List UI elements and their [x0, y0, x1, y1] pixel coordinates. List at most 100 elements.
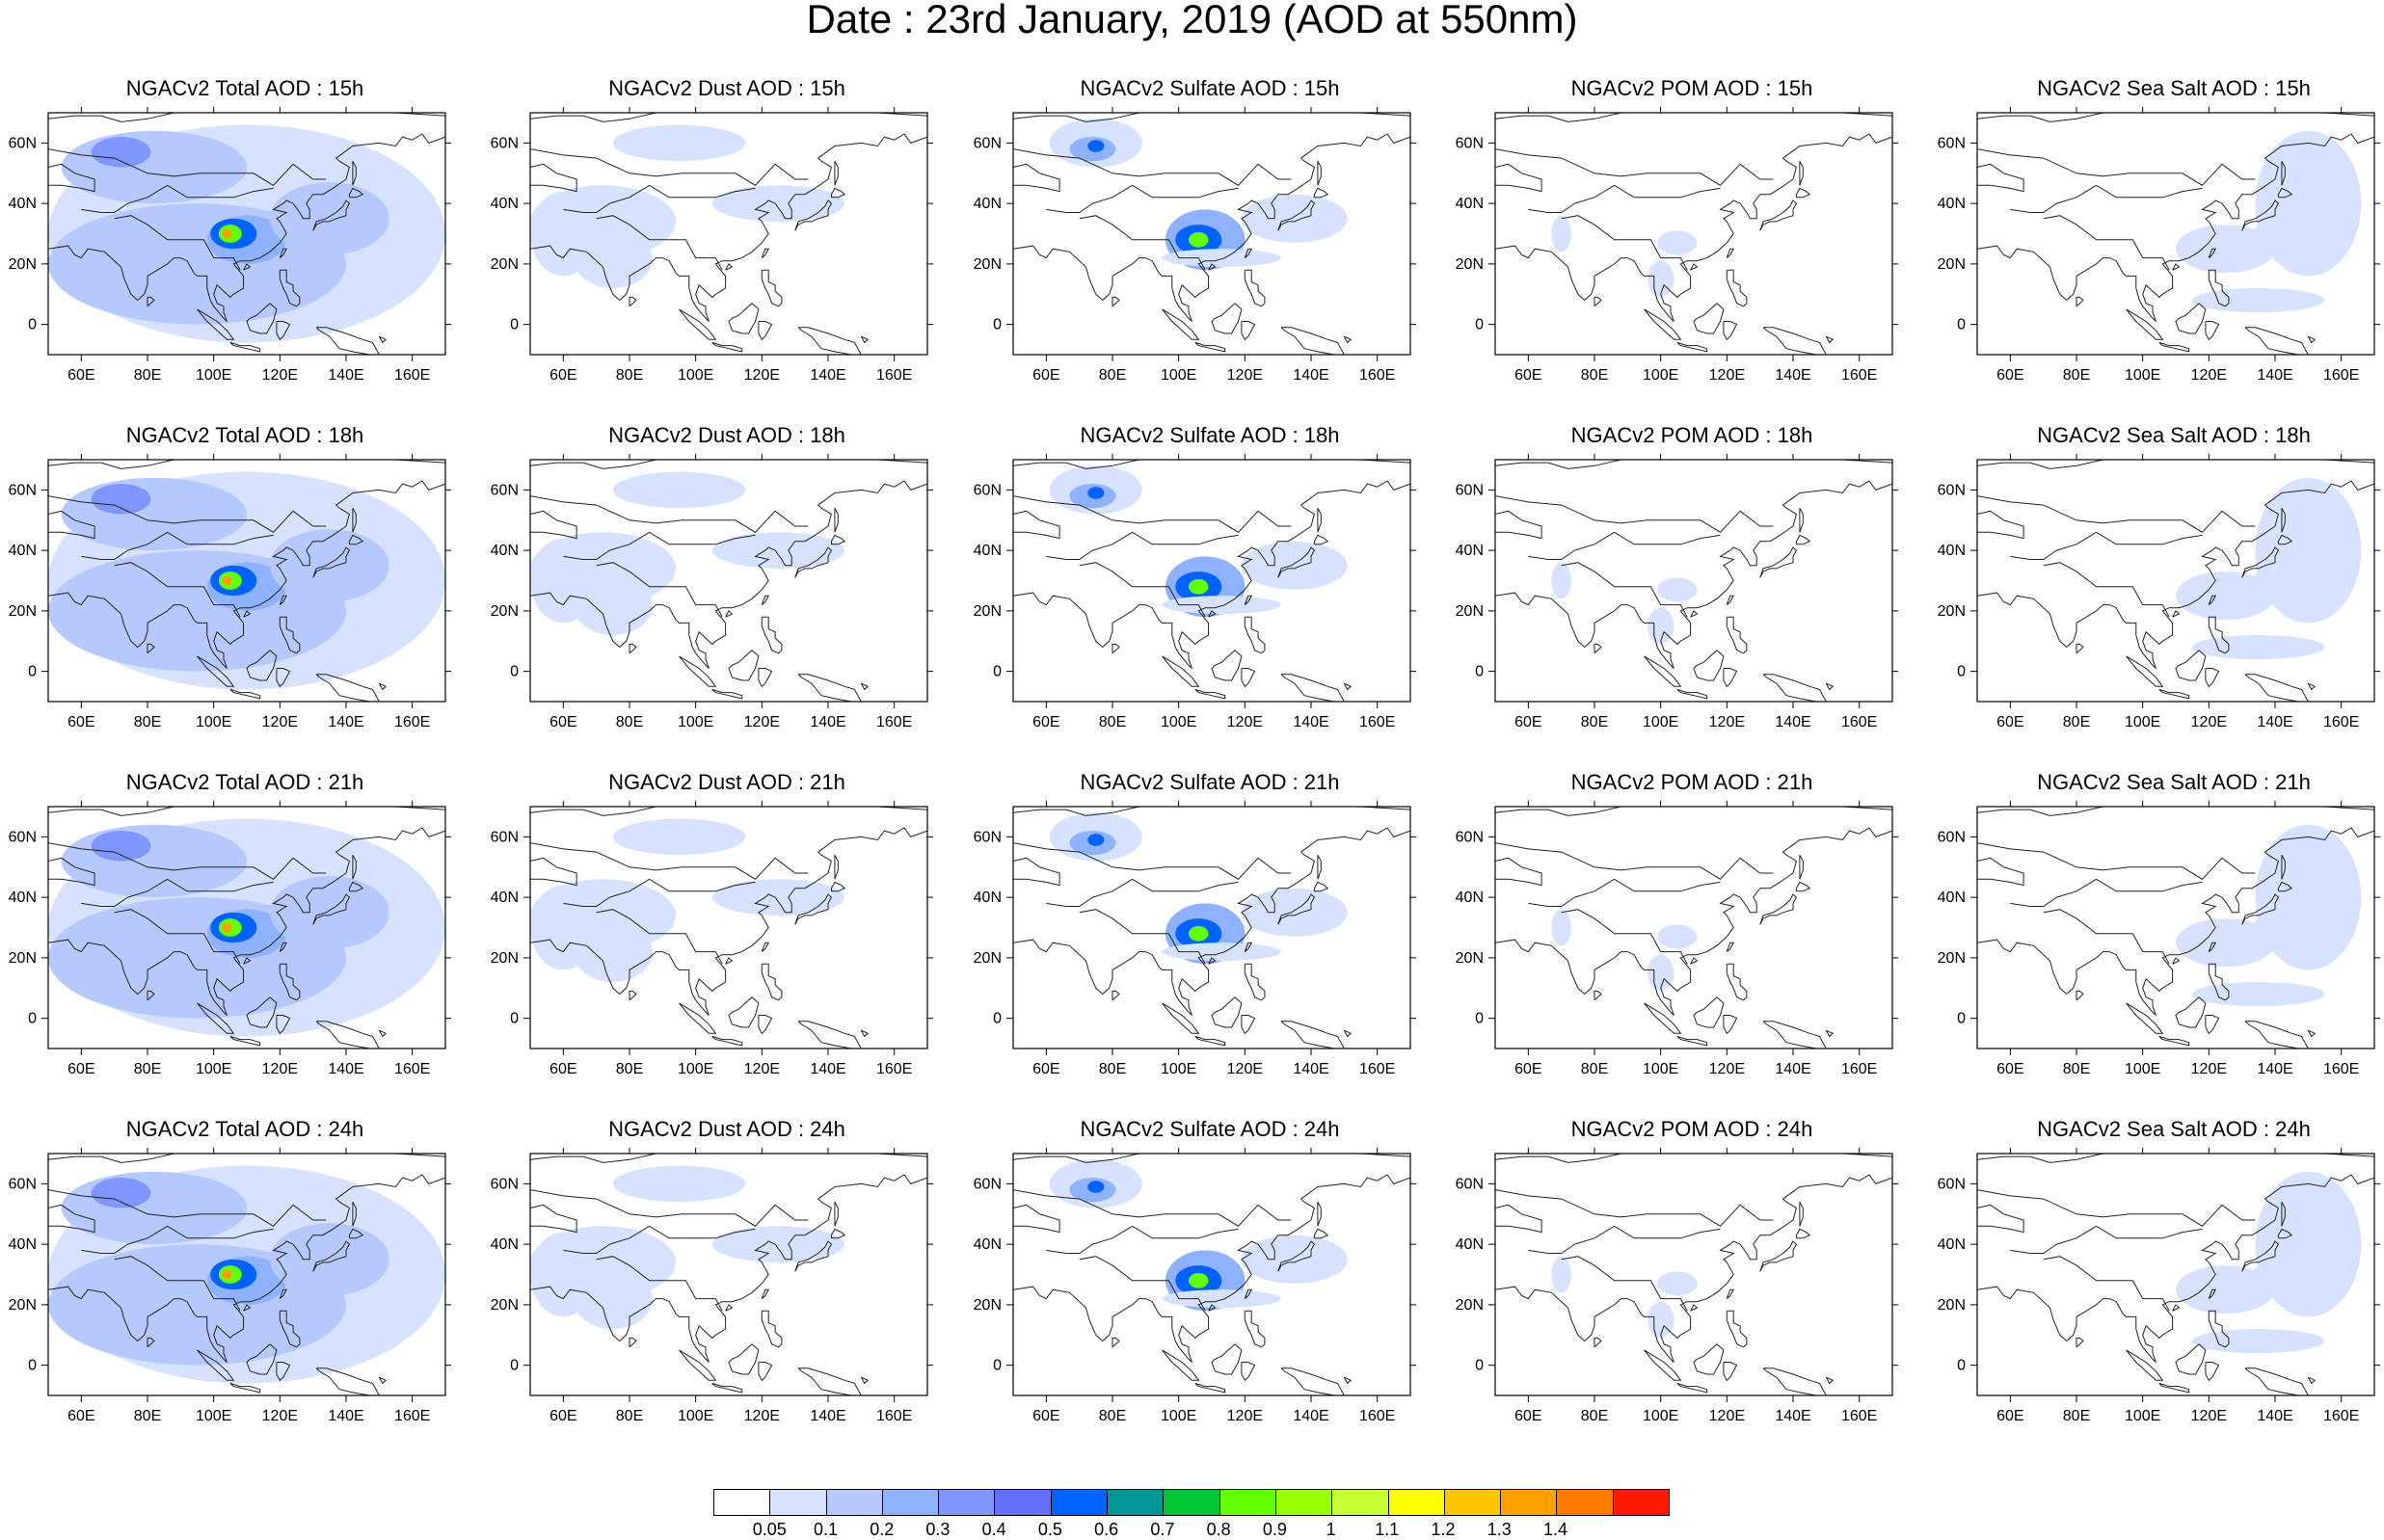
lon-tick-label: 80E — [134, 367, 161, 384]
coastline — [127, 1225, 274, 1245]
coastline — [48, 807, 445, 816]
lon-tick-label: 140E — [328, 714, 363, 730]
map-panel-pom-24h: NGACv2 POM AOD : 24h 60E 80E 100E 120E 140E 16… — [1456, 1118, 1975, 1461]
lat-tick-label: 60N — [1456, 482, 1484, 498]
lon-tick-label: 160E — [1841, 367, 1877, 384]
map-plot: 60E 80E 100E 120E 140E 160E 60N 40N 20N 0 — [491, 1148, 933, 1424]
coastline — [2205, 1015, 2220, 1035]
coastline — [1759, 1240, 1798, 1272]
coastline — [1795, 1228, 1811, 1239]
coastline — [2126, 1349, 2164, 1381]
lat-tick-label: 20N — [974, 1297, 1002, 1314]
coastline — [2208, 595, 2217, 605]
aod-field — [48, 807, 445, 1049]
aod-region — [1087, 487, 1105, 499]
coastline — [1013, 827, 1410, 1016]
coastline — [1013, 857, 1060, 887]
panel-title: NGACv2 Total AOD : 24h — [125, 1117, 364, 1141]
coastline — [761, 942, 770, 952]
map-frame — [1012, 459, 1411, 703]
coastline — [761, 616, 783, 654]
coastline — [728, 996, 760, 1028]
coastline — [1244, 942, 1253, 952]
lat-tick-label: 40N — [491, 196, 519, 212]
coastline — [1079, 1256, 1206, 1312]
lon-tick-label: 100E — [1161, 1408, 1196, 1424]
coastline — [1977, 1189, 2256, 1227]
coastline — [1244, 248, 1253, 258]
coastline — [1092, 878, 1239, 898]
coastline — [530, 495, 809, 533]
aod-field — [530, 807, 927, 1049]
coastline — [530, 133, 927, 322]
aod-field — [1977, 460, 2374, 702]
coastline — [378, 335, 388, 344]
coastline — [2208, 1310, 2230, 1348]
lat-tick-label: 0 — [1475, 317, 1484, 333]
coastline — [530, 113, 927, 122]
coastline — [312, 546, 351, 578]
lat-tick-label: 20N — [9, 603, 37, 620]
panel-title: NGACv2 Sea Salt AOD : 21h — [2037, 770, 2311, 794]
panel-title: NGACv2 Sea Salt AOD : 18h — [2037, 423, 2311, 447]
lon-tick-label: 80E — [616, 1061, 643, 1077]
lon-tick-label: 60E — [1514, 1408, 1541, 1424]
coastline — [679, 1349, 717, 1381]
aod-region — [1551, 215, 1571, 252]
map-plot: 60E 80E 100E 120E 140E 160E 60N 40N 20N 0 — [974, 107, 1416, 384]
panel-title: NGACv2 POM AOD : 15h — [1570, 76, 1813, 100]
lon-tick-label: 120E — [1709, 367, 1745, 384]
aod-region — [1647, 607, 1674, 645]
coastline — [1799, 854, 1804, 880]
coastline — [1723, 321, 1738, 341]
coastline — [246, 1343, 278, 1375]
lat-tick-label: 20N — [1938, 950, 1966, 967]
colorbar-label: 1.2 — [1431, 1520, 1456, 1539]
coastline — [1799, 1201, 1804, 1227]
lat-tick-label: 60N — [1938, 135, 1966, 151]
coastline — [834, 507, 839, 533]
coastline — [312, 893, 351, 925]
lat-tick-label: 40N — [491, 889, 519, 906]
map-frame — [1976, 112, 2375, 356]
coastline — [530, 857, 577, 887]
lat-tick-label: 20N — [9, 950, 37, 967]
coastline — [1726, 1310, 1748, 1348]
aod-region — [612, 1165, 746, 1203]
panel-title: NGACv2 Sulfate AOD : 15h — [1080, 76, 1340, 100]
coastline — [679, 308, 717, 340]
coastline — [1528, 1243, 1575, 1254]
coastline — [1825, 1029, 1835, 1038]
colorbar-bin — [939, 1490, 996, 1515]
map-panel-total-24h: NGACv2 Total AOD : 24h 60E 80E 100E 120E 140E… — [9, 1118, 528, 1461]
coastline — [2010, 1243, 2057, 1254]
map-panel-sulfate-24h: NGACv2 Sulfate AOD : 24h 60E 80E 100E 120E 14… — [974, 1118, 1493, 1461]
coastline — [1825, 1376, 1835, 1385]
lat-tick-label: 20N — [491, 256, 519, 273]
coastline — [860, 682, 870, 691]
coastline — [1280, 674, 1345, 702]
coastline — [1795, 534, 1811, 545]
coastline — [1495, 113, 1892, 122]
lon-tick-label: 140E — [2257, 1061, 2292, 1077]
coastline — [758, 1362, 773, 1382]
lon-tick-label: 80E — [1099, 714, 1126, 730]
aod-region — [711, 185, 845, 222]
coastline — [2277, 881, 2293, 892]
coastline — [830, 881, 846, 892]
map-frame — [47, 459, 446, 703]
lat-tick-label: 60N — [491, 829, 519, 845]
coastline — [761, 1310, 783, 1348]
coastline — [1977, 1174, 2374, 1363]
coastline — [352, 1201, 357, 1227]
coastline — [246, 650, 278, 681]
coastline — [629, 296, 637, 307]
coastline — [279, 248, 288, 258]
coastline — [1574, 184, 1721, 204]
coastline — [609, 1225, 756, 1245]
lon-tick-label: 60E — [549, 367, 576, 384]
coastline — [1343, 335, 1353, 344]
lon-tick-label: 140E — [328, 1061, 363, 1077]
lat-tick-label: 60N — [974, 135, 1002, 151]
map-plot: 60E 80E 100E 120E 140E 160E 60N 40N 20N 0 — [1938, 107, 2380, 384]
